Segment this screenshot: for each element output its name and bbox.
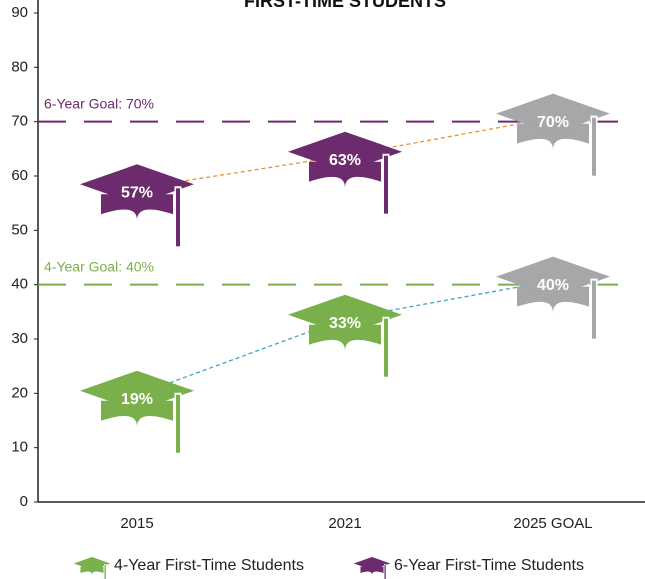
cap-bowl bbox=[101, 194, 173, 221]
chart-title: FIRST-TIME STUDENTS bbox=[244, 0, 446, 11]
y-tick-label: 30 bbox=[11, 330, 28, 347]
y-tick-label: 60 bbox=[11, 167, 28, 184]
cap-marker bbox=[288, 294, 402, 377]
cap-bowl bbox=[101, 400, 173, 427]
y-tick-label: 0 bbox=[20, 493, 28, 510]
value-label: 63% bbox=[329, 152, 361, 169]
cap-board bbox=[288, 131, 402, 172]
cap-bowl bbox=[517, 286, 589, 313]
cap-bowl bbox=[309, 324, 381, 351]
y-tick-label: 90 bbox=[11, 4, 28, 21]
value-label: 33% bbox=[329, 315, 361, 332]
cap-board bbox=[80, 164, 194, 205]
x-tick-label: 2025 GOAL bbox=[513, 515, 592, 532]
cap-board bbox=[73, 557, 111, 570]
cap-bowl bbox=[360, 566, 384, 575]
value-label: 57% bbox=[121, 185, 153, 202]
value-label: 40% bbox=[537, 277, 569, 294]
trend-line bbox=[136, 280, 554, 396]
legend-label: 4-Year First-Time Students bbox=[114, 557, 304, 574]
legend-label: 6-Year First-Time Students bbox=[394, 557, 584, 574]
cap-marker bbox=[496, 93, 610, 176]
goal-label: 4-Year Goal: 40% bbox=[44, 258, 154, 274]
cap-marker bbox=[496, 256, 610, 339]
x-tick-label: 2021 bbox=[328, 515, 361, 532]
legend-icon bbox=[353, 557, 391, 579]
cap-marker bbox=[80, 164, 194, 247]
cap-marker bbox=[80, 370, 194, 453]
y-tick-label: 50 bbox=[11, 221, 28, 238]
value-label: 19% bbox=[121, 391, 153, 408]
cap-marker bbox=[288, 131, 402, 214]
cap-bowl bbox=[517, 123, 589, 150]
cap-board bbox=[353, 557, 391, 570]
cap-bowl bbox=[80, 566, 104, 575]
y-tick-label: 40 bbox=[11, 276, 28, 293]
cap-bowl bbox=[309, 161, 381, 188]
cap-board bbox=[496, 256, 610, 297]
legend-icon bbox=[73, 557, 111, 579]
cap-board bbox=[80, 370, 194, 411]
value-label: 70% bbox=[537, 114, 569, 131]
cap-board bbox=[288, 294, 402, 335]
y-tick-label: 20 bbox=[11, 384, 28, 401]
cap-board bbox=[496, 93, 610, 134]
x-tick-label: 2015 bbox=[120, 515, 153, 532]
y-tick-label: 70 bbox=[11, 113, 28, 130]
goal-label: 6-Year Goal: 70% bbox=[44, 95, 154, 111]
y-tick-label: 10 bbox=[11, 439, 28, 456]
y-tick-label: 80 bbox=[11, 58, 28, 75]
